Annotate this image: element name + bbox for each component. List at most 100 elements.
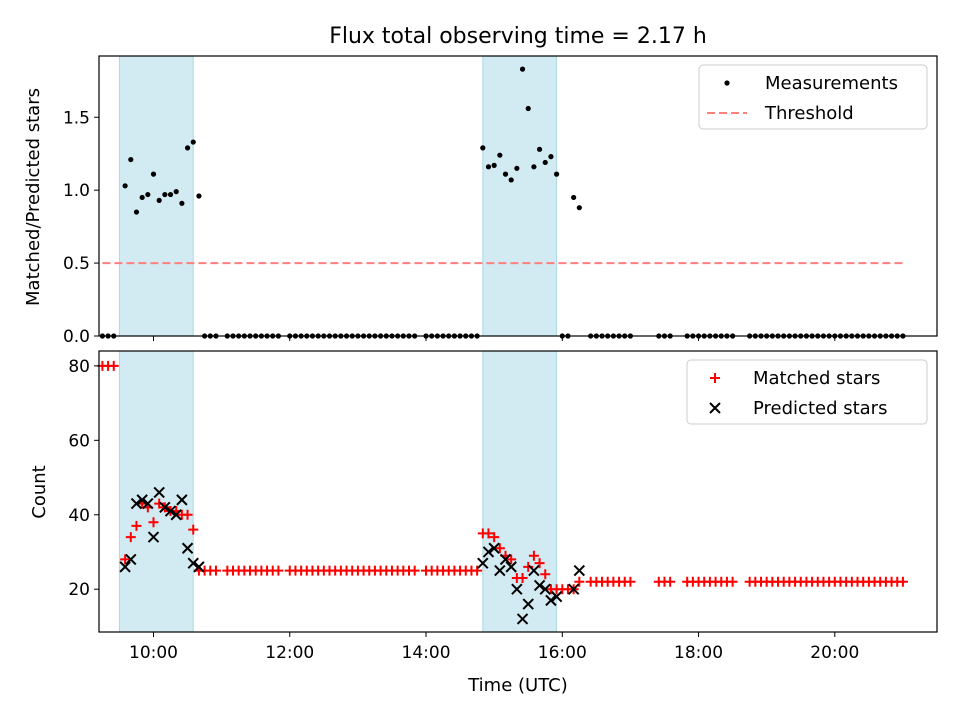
count-panel-predicted-stars-point-23-shape [528, 564, 540, 577]
ratio-panel-measurements-point-3-shape [122, 183, 128, 189]
count-panel-y-tick-label-0: 20 [68, 580, 90, 600]
count-panel-matched-stars-point-62 [472, 565, 483, 576]
count-panel-predicted-stars-point-26-shape [545, 594, 557, 607]
count-panel-predicted-stars-point-10-shape [176, 494, 188, 506]
count-panel-matched-stars-point-91-shape [665, 576, 676, 587]
count-panel-predicted-stars-point-23 [528, 564, 540, 577]
count-panel-legend-predicted-stars-label: Predicted stars [753, 398, 887, 419]
ratio-panel-measurements-point-15 [190, 139, 196, 145]
plot-layer: 0.0 0.5 1.0 1.5 Measurements Threshold 20 40 60 8… [63, 55, 938, 663]
count-panel-predicted-stars-point-28-shape [567, 583, 580, 595]
count-panel-matched-stars-point-2-shape [108, 360, 119, 371]
count-panel-matched-stars-point-52 [409, 565, 420, 576]
ratio-panel-measurements-point-72-shape [531, 164, 537, 170]
count-panel-matched-stars-point-65-shape [489, 532, 500, 543]
ratio-panel-measurements-point-80-shape [576, 205, 582, 211]
count-panel-matched-stars-point-64-shape [483, 528, 494, 539]
top-y-axis-label: Matched/Predicted stars [23, 88, 44, 306]
ratio-panel-measurements-point-16-shape [196, 193, 202, 199]
count-panel-predicted-stars-point-17-shape [494, 564, 506, 577]
count-panel-predicted-stars-point-24 [533, 579, 546, 592]
count-panel-predicted-stars-point-9 [170, 509, 182, 521]
count-panel-predicted-stars-point-0-shape [119, 561, 131, 573]
count-panel-matched-stars-point-5-shape [131, 520, 142, 531]
count-panel-matched-stars-point-88-shape [625, 576, 636, 587]
ratio-panel-y-tick-label-0: 0.0 [63, 327, 90, 347]
ratio-panel-legend-threshold-label: Threshold [764, 103, 854, 124]
count-panel-predicted-stars-point-25-shape [539, 583, 551, 595]
count-panel-predicted-stars-point-8 [164, 505, 177, 517]
count-panel-matched-stars-point-91 [665, 576, 676, 587]
count-panel-matched-stars-point-65 [489, 532, 500, 543]
ratio-panel-measurements-point-73-shape [536, 146, 543, 152]
count-panel-predicted-stars-point-4 [142, 497, 154, 510]
count-panel-predicted-stars-point-21-shape [516, 613, 529, 625]
count-panel-predicted-stars-point-26 [545, 594, 557, 607]
count-panel-axes-frame [98, 350, 938, 633]
count-panel-y-tick-label-3: 80 [68, 357, 90, 377]
ratio-panel-measurements-point-12-shape [173, 189, 179, 195]
count-panel-predicted-stars-point-2-shape [130, 497, 143, 510]
count-panel-matched-stars-point-4-shape [125, 532, 136, 543]
count-panel-predicted-stars-point-29-shape [573, 564, 586, 577]
ratio-panel-legend-measurements-swatch [724, 80, 730, 86]
count-panel-matched-stars-point-100-shape [727, 576, 738, 587]
count-panel-matched-stars-point-80 [574, 576, 585, 587]
ratio-panel-legend-box [698, 64, 928, 130]
bottom-y-axis-label: Count [29, 465, 50, 518]
ratio-panel-measurements-point-79-shape [571, 194, 577, 201]
ratio-panel-measurements-point-10-shape [162, 191, 168, 198]
count-panel-predicted-stars-point-10 [176, 494, 188, 506]
count-panel-predicted-stars-point-8-shape [164, 505, 177, 517]
count-panel-matched-stars-point-8-shape [148, 517, 159, 528]
count-panel-matched-stars-point-64 [483, 528, 494, 539]
ratio-panel-measurements-point-3 [122, 183, 128, 189]
count-panel-matched-stars-point-72 [528, 550, 539, 561]
ratio-panel-measurements-point-14-shape [184, 145, 191, 151]
ratio-panel-measurements-point-11 [167, 191, 174, 198]
count-panel-matched-stars-point-68-shape [506, 554, 517, 565]
count-panel-predicted-stars-point-7 [159, 501, 171, 514]
ratio-panel-shaded-interval-1 [482, 55, 558, 337]
ratio-panel-measurements-point-15-shape [190, 139, 196, 145]
ratio-panel-measurements-point-10 [162, 191, 168, 198]
ratio-panel-measurements-point-80 [576, 205, 582, 211]
count-panel-predicted-stars-point-14-shape [477, 557, 489, 569]
ratio-panel-measurements-point-8 [150, 171, 157, 177]
ratio-panel-shaded-interval-0 [118, 55, 194, 337]
count-panel-predicted-stars-series [119, 486, 586, 625]
count-panel-matched-stars-series [97, 360, 908, 595]
count-panel-legend-matched-stars-label: Matched stars [753, 368, 880, 389]
ratio-panel-measurements-point-71 [525, 105, 531, 112]
count-panel-predicted-stars-point-5 [147, 531, 160, 543]
ratio-panel-measurements-point-69-shape [514, 165, 520, 171]
count-panel-matched-stars-point-100 [727, 576, 738, 587]
ratio-panel-measurements-point-5 [133, 209, 140, 215]
count-panel-matched-stars-point-62-shape [472, 565, 483, 576]
ratio-panel-measurements-point-64 [485, 164, 492, 170]
ratio-panel-y-tick-label-3: 1.5 [63, 108, 90, 128]
ratio-panel-measurements-point-6-shape [139, 194, 145, 201]
count-panel-matched-stars-point-73 [534, 558, 545, 569]
x-tick-label-1: 12:00 [265, 643, 314, 663]
count-panel-legend: Matched stars Predicted stars [686, 359, 928, 425]
ratio-panel-measurements-point-76 [554, 171, 560, 177]
ratio-panel-y-tick-label-2: 1.0 [63, 181, 90, 201]
count-panel-matched-stars-point-66 [494, 543, 505, 554]
ratio-panel-measurements-point-75-shape [548, 154, 554, 160]
count-panel-matched-stars-point-15 [188, 524, 199, 535]
ratio-panel-measurements-point-67 [502, 171, 509, 177]
ratio-panel-measurements-point-65 [491, 162, 497, 168]
count-panel-predicted-stars-point-14 [477, 557, 489, 569]
ratio-panel-measurements-point-64-shape [485, 164, 492, 170]
count-panel-y-tick-label-1: 40 [68, 506, 90, 526]
ratio-panel-measurements-point-16 [196, 193, 202, 199]
count-panel-matched-stars-point-29 [273, 565, 284, 576]
count-panel-predicted-stars-point-11-shape [181, 542, 194, 554]
count-panel-predicted-stars-point-18 [499, 553, 512, 566]
count-panel-matched-stars-point-88 [625, 576, 636, 587]
ratio-panel-measurements-point-79 [571, 194, 577, 201]
count-panel-predicted-stars-point-1 [125, 553, 137, 566]
chart-title: Flux total observing time = 2.17 h [329, 24, 707, 49]
